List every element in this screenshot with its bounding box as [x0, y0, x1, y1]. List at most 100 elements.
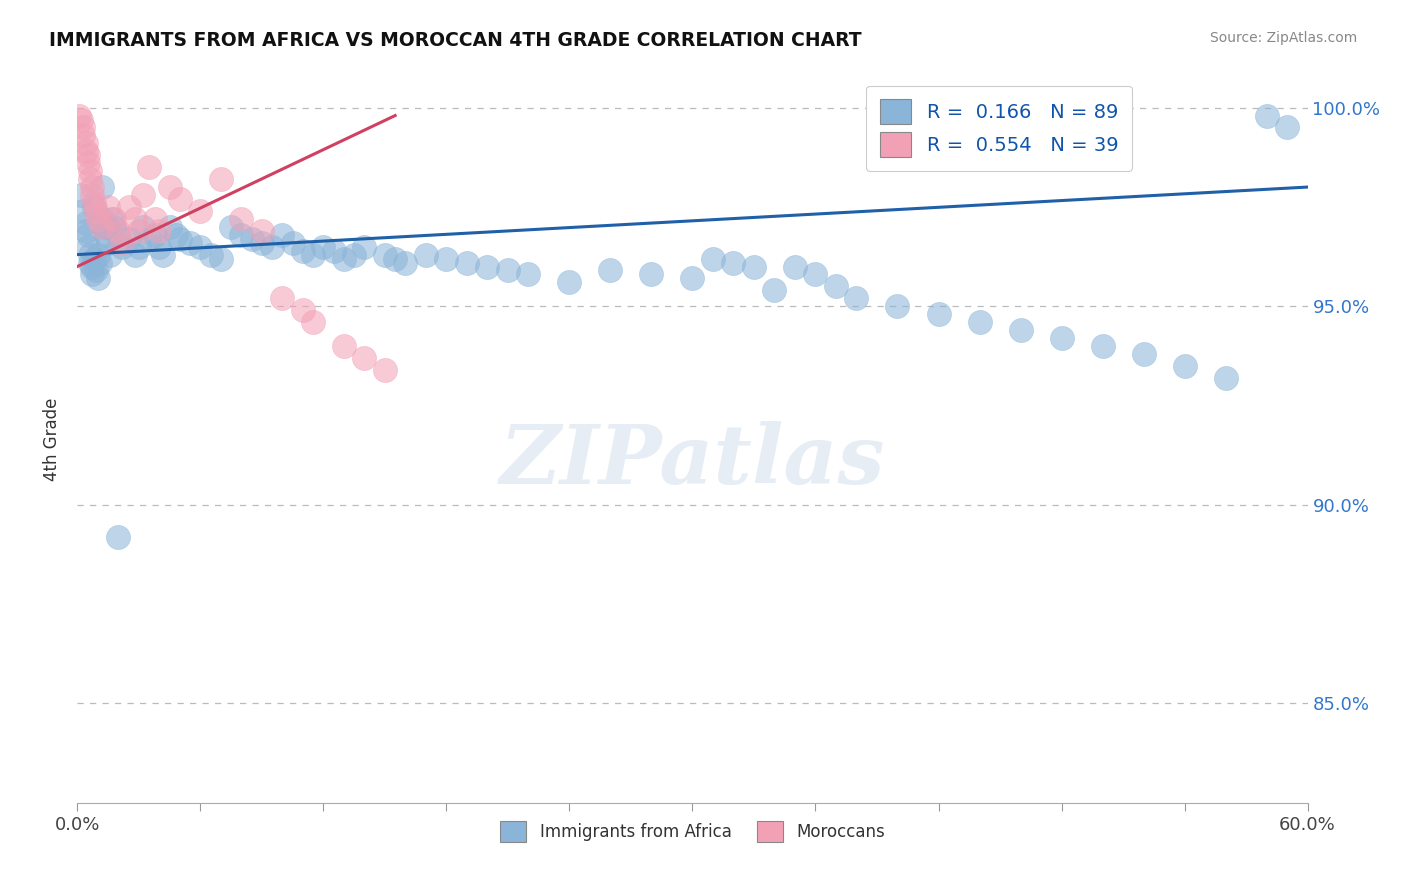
Point	[169, 192, 191, 206]
Point	[124, 247, 146, 261]
Point	[302, 247, 325, 261]
Point	[97, 200, 120, 214]
Point	[1091, 339, 1114, 353]
Point	[75, 136, 97, 151]
Point	[558, 276, 581, 290]
Point	[80, 268, 103, 282]
Point	[188, 203, 212, 218]
Point	[80, 180, 103, 194]
Point	[76, 148, 98, 162]
Point	[353, 240, 375, 254]
Point	[165, 227, 187, 242]
Point	[75, 145, 97, 159]
Point	[128, 224, 150, 238]
Point	[188, 240, 212, 254]
Point	[763, 283, 786, 297]
Point	[333, 339, 356, 353]
Point	[374, 363, 396, 377]
Point	[969, 315, 991, 329]
Legend: Immigrants from Africa, Moroccans: Immigrants from Africa, Moroccans	[494, 814, 891, 849]
Point	[179, 235, 201, 250]
Point	[79, 164, 101, 178]
Point	[76, 156, 98, 170]
Point	[231, 211, 253, 226]
Point	[111, 235, 134, 250]
Point	[124, 211, 146, 226]
Point	[886, 299, 908, 313]
Point	[84, 203, 107, 218]
Point	[83, 196, 105, 211]
Point	[1174, 359, 1197, 373]
Point	[477, 260, 499, 274]
Point	[281, 235, 304, 250]
Point	[97, 235, 120, 250]
Point	[209, 252, 232, 266]
Point	[302, 315, 325, 329]
Point	[101, 211, 124, 226]
Point	[72, 128, 94, 143]
Point	[90, 219, 114, 234]
Point	[80, 260, 103, 274]
Point	[394, 255, 416, 269]
Point	[67, 109, 90, 123]
Point	[103, 211, 125, 226]
Point	[76, 227, 98, 242]
Point	[250, 235, 273, 250]
Point	[1275, 120, 1298, 135]
Point	[291, 244, 314, 258]
Point	[291, 303, 314, 318]
Point	[436, 252, 458, 266]
Point	[240, 232, 263, 246]
Point	[384, 252, 406, 266]
Point	[250, 224, 273, 238]
Point	[72, 203, 94, 218]
Point	[128, 240, 150, 254]
Point	[456, 255, 478, 269]
Point	[262, 240, 284, 254]
Point	[79, 247, 101, 261]
Point	[143, 211, 166, 226]
Point	[1010, 323, 1032, 337]
Point	[353, 351, 375, 365]
Point	[98, 247, 121, 261]
Point	[107, 227, 129, 242]
Point	[148, 240, 170, 254]
Point	[107, 530, 129, 544]
Point	[271, 291, 294, 305]
Point	[825, 279, 848, 293]
Point	[152, 247, 174, 261]
Point	[219, 219, 242, 234]
Point	[79, 255, 101, 269]
Text: Source: ZipAtlas.com: Source: ZipAtlas.com	[1209, 31, 1357, 45]
Point	[87, 247, 110, 261]
Point	[90, 180, 114, 194]
Point	[682, 271, 704, 285]
Point	[117, 232, 139, 246]
Point	[1132, 347, 1154, 361]
Point	[75, 224, 97, 238]
Point	[117, 200, 139, 214]
Point	[343, 247, 366, 261]
Point	[200, 247, 222, 261]
Point	[79, 172, 101, 186]
Point	[72, 120, 94, 135]
Point	[97, 219, 120, 234]
Point	[89, 255, 111, 269]
Point	[928, 307, 950, 321]
Point	[742, 260, 765, 274]
Point	[159, 180, 181, 194]
Point	[1050, 331, 1073, 345]
Point	[132, 188, 155, 202]
Point	[804, 268, 827, 282]
Point	[75, 216, 97, 230]
Point	[143, 227, 166, 242]
Point	[723, 255, 745, 269]
Point	[322, 244, 344, 258]
Point	[83, 252, 105, 266]
Point	[496, 263, 519, 277]
Point	[138, 232, 160, 246]
Point	[845, 291, 868, 305]
Point	[333, 252, 356, 266]
Point	[90, 211, 114, 226]
Point	[517, 268, 540, 282]
